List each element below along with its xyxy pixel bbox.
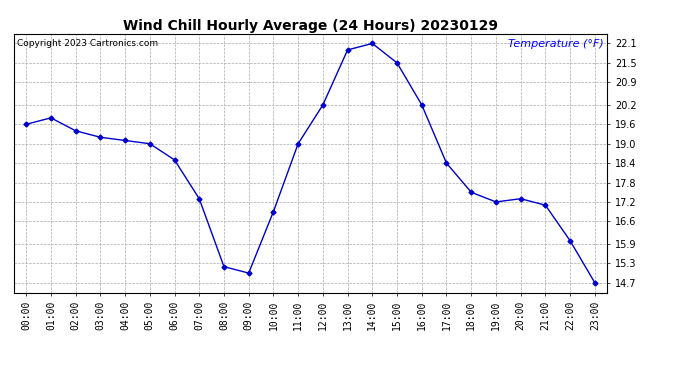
Text: Temperature (°F): Temperature (°F) — [509, 39, 604, 49]
Text: Copyright 2023 Cartronics.com: Copyright 2023 Cartronics.com — [17, 39, 158, 48]
Title: Wind Chill Hourly Average (24 Hours) 20230129: Wind Chill Hourly Average (24 Hours) 202… — [123, 19, 498, 33]
